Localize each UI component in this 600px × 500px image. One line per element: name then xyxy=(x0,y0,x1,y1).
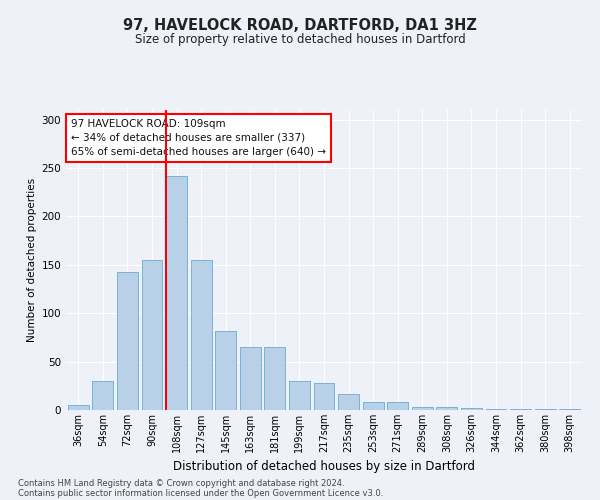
Bar xyxy=(314,383,334,410)
Bar xyxy=(117,272,138,410)
Y-axis label: Number of detached properties: Number of detached properties xyxy=(27,178,37,342)
Text: Size of property relative to detached houses in Dartford: Size of property relative to detached ho… xyxy=(134,32,466,46)
Bar xyxy=(510,409,531,410)
Bar xyxy=(338,394,359,410)
Bar xyxy=(142,260,163,410)
Bar xyxy=(240,347,261,410)
Bar xyxy=(191,260,212,410)
Bar xyxy=(166,176,187,410)
Bar xyxy=(485,409,506,410)
Text: 97, HAVELOCK ROAD, DARTFORD, DA1 3HZ: 97, HAVELOCK ROAD, DARTFORD, DA1 3HZ xyxy=(123,18,477,32)
Bar xyxy=(387,402,408,410)
Bar xyxy=(362,402,383,410)
Bar xyxy=(436,407,457,410)
Bar xyxy=(215,330,236,410)
Bar xyxy=(68,405,89,410)
Text: Contains HM Land Registry data © Crown copyright and database right 2024.: Contains HM Land Registry data © Crown c… xyxy=(18,478,344,488)
X-axis label: Distribution of detached houses by size in Dartford: Distribution of detached houses by size … xyxy=(173,460,475,473)
Bar xyxy=(559,409,580,410)
Bar xyxy=(461,408,482,410)
Bar xyxy=(535,409,556,410)
Text: Contains public sector information licensed under the Open Government Licence v3: Contains public sector information licen… xyxy=(18,488,383,498)
Text: 97 HAVELOCK ROAD: 109sqm
← 34% of detached houses are smaller (337)
65% of semi-: 97 HAVELOCK ROAD: 109sqm ← 34% of detach… xyxy=(71,119,326,157)
Bar xyxy=(92,381,113,410)
Bar xyxy=(265,347,286,410)
Bar xyxy=(412,407,433,410)
Bar xyxy=(289,381,310,410)
